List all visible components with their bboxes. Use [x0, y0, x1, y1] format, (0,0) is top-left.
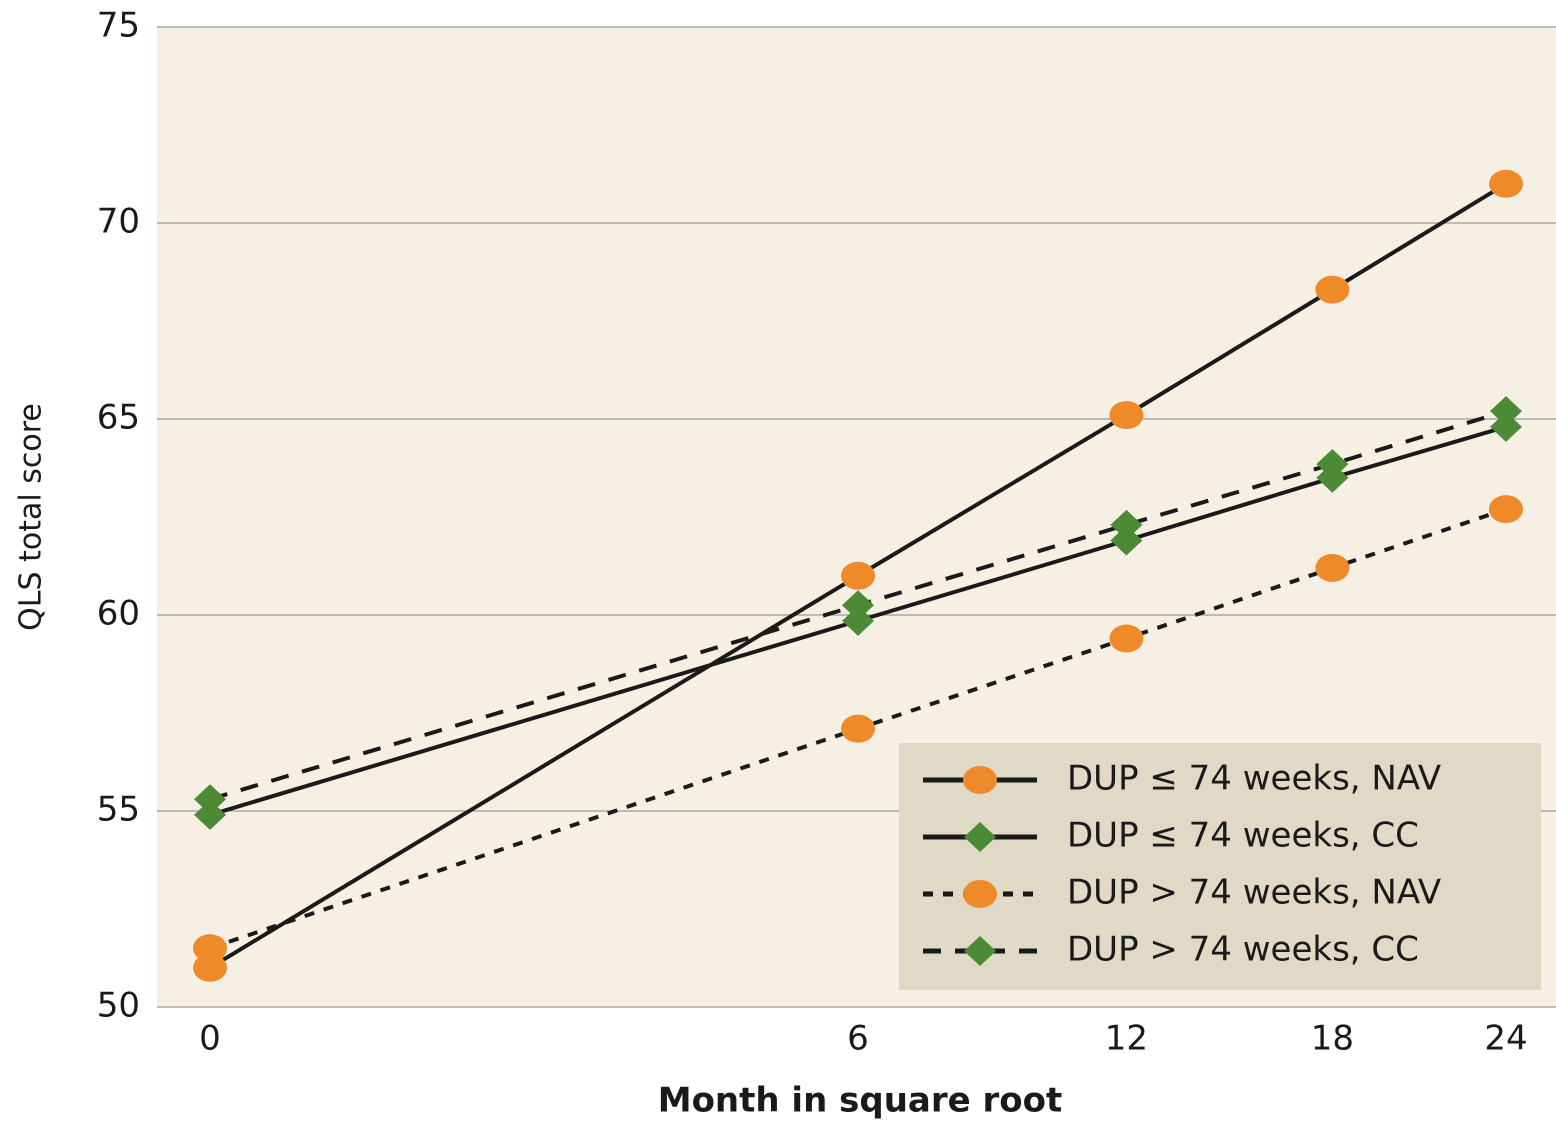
diamond-marker [194, 784, 226, 815]
circle-marker [1489, 169, 1523, 198]
diamond-marker [964, 936, 996, 966]
circle-marker [1315, 553, 1350, 582]
y-tick-label: 55 [97, 790, 140, 830]
x-tick-label: 18 [1311, 1019, 1354, 1059]
diamond-marker [1316, 449, 1349, 480]
diamond-marker [1110, 525, 1143, 556]
legend-label: DUP > 74 weeks, NAV [1067, 873, 1441, 913]
diamond-marker [1490, 396, 1522, 427]
y-tick-label: 60 [97, 594, 140, 634]
x-tick-label: 6 [847, 1019, 869, 1059]
circle-marker [841, 561, 875, 590]
circle-marker [193, 934, 227, 963]
x-tick-label: 24 [1484, 1019, 1527, 1059]
circle-marker [841, 714, 875, 743]
legend: DUP ≤ 74 weeks, NAV DUP ≤ 74 weeks, CC DUP… [899, 743, 1541, 990]
diamond-marker [194, 799, 226, 830]
circle-marker [1489, 495, 1523, 524]
diamond-marker [842, 605, 874, 636]
series [194, 396, 1522, 815]
legend-box [899, 743, 1541, 990]
y-tick-label: 70 [97, 202, 140, 242]
y-tick-label: 65 [97, 398, 140, 438]
y-axis-label: QLS total score [14, 403, 49, 631]
series [193, 169, 1523, 982]
legend-label: DUP ≤ 74 weeks, CC [1067, 816, 1419, 856]
y-tick-label: 50 [97, 986, 140, 1026]
legend-label: DUP > 74 weeks, CC [1067, 930, 1419, 970]
series [193, 495, 1523, 963]
x-tick-label: 12 [1105, 1019, 1148, 1059]
circle-marker [1315, 275, 1350, 304]
y-tick-label: 75 [97, 6, 140, 46]
diamond-marker [842, 590, 874, 621]
circle-marker [193, 953, 227, 982]
diamond-marker [964, 822, 996, 852]
x-axis-label: Month in square root [658, 1081, 1063, 1121]
series-line [209, 409, 1507, 802]
circle-marker [963, 766, 997, 794]
legend-label: DUP ≤ 74 weeks, NAV [1067, 759, 1441, 799]
circle-marker [963, 880, 997, 908]
circle-marker [1109, 624, 1144, 653]
x-tick-label: 0 [199, 1019, 221, 1059]
circle-marker [1109, 401, 1144, 430]
diamond-marker [1490, 411, 1522, 442]
diamond-marker [1110, 509, 1143, 540]
